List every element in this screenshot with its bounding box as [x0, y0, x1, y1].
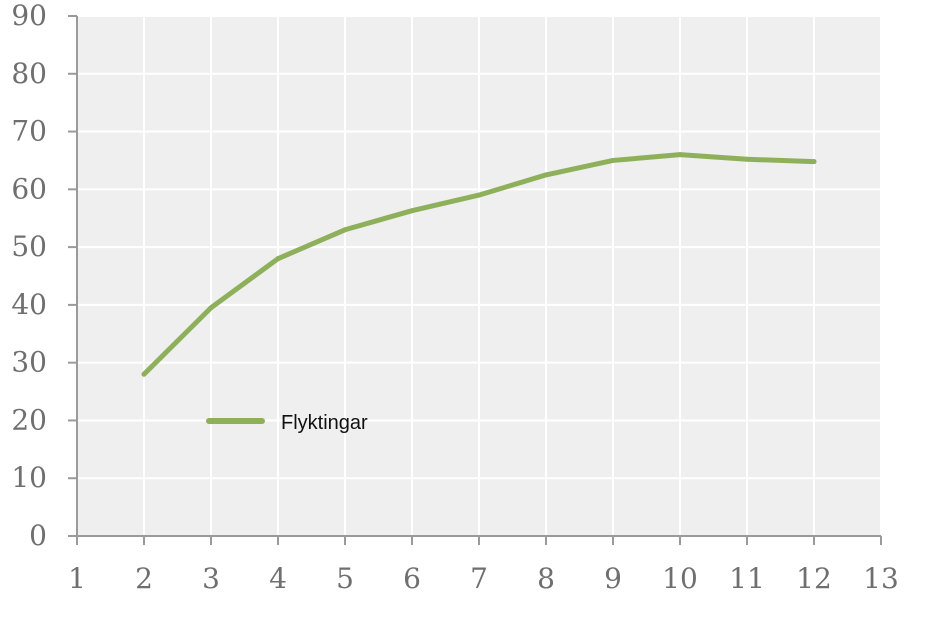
data-point-2 [141, 371, 147, 377]
x-tick-label-6: 6 [403, 562, 421, 595]
y-tick-label-80: 80 [11, 57, 47, 90]
data-point-5 [342, 227, 348, 233]
data-point-9 [610, 157, 616, 163]
gridlines [77, 15, 882, 536]
x-tick-label-7: 7 [470, 562, 488, 595]
data-point-6 [409, 208, 415, 214]
data-point-3 [208, 305, 214, 311]
x-tick-label-8: 8 [537, 562, 555, 595]
y-tick-label-30: 30 [11, 346, 47, 379]
y-tick-label-50: 50 [11, 230, 47, 263]
y-axis-ticks: 0 10 20 30 40 50 60 70 80 90 [11, 0, 77, 552]
x-tick-label-13: 13 [863, 562, 899, 595]
x-tick-label-9: 9 [604, 562, 622, 595]
x-tick-label-10: 10 [662, 562, 698, 595]
y-tick-label-60: 60 [11, 172, 47, 205]
x-tick-label-4: 4 [269, 562, 287, 595]
x-tick-label-3: 3 [202, 562, 220, 595]
y-tick-label-90: 90 [11, 0, 47, 32]
y-tick-label-20: 20 [11, 403, 47, 436]
x-tick-label-5: 5 [336, 562, 354, 595]
x-tick-label-11: 11 [729, 562, 765, 595]
x-tick-label-1: 1 [68, 562, 86, 595]
x-tick-label-12: 12 [796, 562, 832, 595]
y-tick-label-10: 10 [11, 461, 47, 494]
data-point-12 [811, 159, 817, 165]
y-tick-label-40: 40 [11, 288, 47, 321]
data-point-7 [476, 192, 482, 198]
y-tick-label-70: 70 [11, 115, 47, 148]
x-axis-ticks: 1 2 3 4 5 6 7 8 9 10 11 12 13 [68, 536, 899, 595]
data-point-8 [543, 172, 549, 178]
series-layer [141, 152, 817, 377]
y-tick-label-0: 0 [29, 519, 47, 552]
legend-label-flyktingar: Flyktingar [281, 412, 368, 434]
data-point-11 [744, 156, 750, 162]
legend: Flyktingar [206, 412, 368, 434]
x-tick-label-2: 2 [135, 562, 153, 595]
data-point-10 [677, 152, 683, 158]
data-point-4 [275, 256, 281, 262]
